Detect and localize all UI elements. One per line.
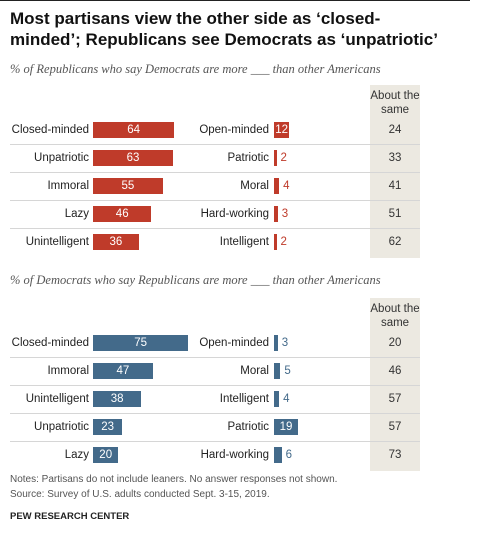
subtitle: % of Democrats who say Republicans are m… (10, 273, 381, 287)
opposite-bar (274, 150, 277, 166)
opposite-bar (274, 447, 282, 463)
same-value: 20 (388, 337, 402, 349)
category-label: Unintelligent (25, 393, 89, 405)
row-separator (10, 228, 420, 229)
subtitle: % of Republicans who say Democrats are m… (10, 62, 381, 76)
opposite-bar (274, 178, 280, 194)
category-label: Unpatriotic (34, 152, 89, 164)
same-value: 62 (388, 236, 402, 248)
value-label: 47 (116, 365, 130, 377)
same-value: 57 (388, 393, 402, 405)
category-label: Lazy (64, 449, 89, 461)
opposite-bar (274, 363, 281, 379)
same-value: 41 (388, 180, 402, 192)
same-value: 24 (388, 124, 402, 136)
value-label: 23 (101, 421, 114, 433)
category-label: Intelligent (219, 236, 269, 248)
top-rule (0, 0, 470, 1)
value-label: 4 (283, 393, 290, 405)
same-header: About the same (370, 90, 420, 116)
category-label: Moral (240, 180, 269, 192)
bar (93, 335, 189, 351)
row-separator (10, 144, 420, 145)
bar (93, 150, 173, 166)
category-label: Unintelligent (25, 236, 89, 248)
bar (93, 447, 119, 463)
title: Most partisans view the other side as ‘c… (10, 9, 438, 49)
value-label: 46 (115, 208, 129, 220)
value-label: 6 (285, 449, 293, 461)
same-value: 57 (388, 421, 402, 433)
opposite-bar (274, 419, 299, 435)
opposite-bar (274, 391, 280, 407)
bar (93, 363, 153, 379)
value-label: 2 (280, 236, 287, 248)
value-label: 5 (284, 365, 291, 377)
category-label: Patriotic (227, 421, 269, 433)
category-label: Immoral (47, 180, 89, 192)
category-label: Intelligent (219, 393, 269, 405)
category-label: Open-minded (199, 124, 269, 136)
same-value: 46 (388, 365, 402, 377)
value-label: 12 (275, 124, 289, 136)
bar (93, 122, 175, 138)
category-label: Hard-working (200, 449, 269, 461)
row-separator (10, 200, 420, 201)
same-column (370, 85, 420, 258)
bar (93, 391, 142, 407)
footer: PEW RESEARCH CENTER (10, 511, 130, 522)
value-label: 4 (283, 180, 290, 192)
opposite-bar (274, 234, 277, 250)
value-label: 64 (127, 124, 141, 136)
opposite-bar (274, 335, 278, 351)
category-label: Open-minded (199, 337, 269, 349)
same-value: 33 (388, 152, 402, 164)
category-label: Immoral (47, 365, 89, 377)
value-label: 2 (280, 152, 287, 164)
category-label: Hard-working (200, 208, 269, 220)
bar (93, 234, 139, 250)
value-label: 63 (126, 152, 140, 164)
row-separator (10, 441, 420, 442)
notes: Notes: Partisans do not include leaners.… (10, 474, 338, 485)
value-label: 36 (109, 236, 123, 248)
bar (93, 178, 163, 194)
bar (93, 419, 123, 435)
value-label: 20 (99, 449, 113, 461)
category-label: Patriotic (227, 152, 269, 164)
category-label: Closed-minded (11, 337, 89, 349)
opposite-bar (274, 122, 290, 138)
row-separator (10, 172, 420, 173)
same-value: 73 (388, 449, 402, 461)
value-label: 19 (279, 421, 293, 433)
category-label: Closed-minded (11, 124, 89, 136)
category-label: Unpatriotic (34, 421, 89, 433)
opposite-bar (274, 206, 278, 222)
row-separator (10, 413, 420, 414)
value-label: 3 (281, 337, 289, 349)
bar (93, 206, 152, 222)
category-label: Moral (240, 365, 269, 377)
source: Source: Survey of U.S. adults conducted … (10, 489, 270, 500)
value-label: 55 (121, 180, 135, 192)
same-value: 51 (388, 208, 402, 220)
value-label: 38 (110, 393, 124, 405)
category-label: Lazy (64, 208, 89, 220)
row-separator (10, 385, 420, 386)
value-label: 3 (281, 208, 289, 220)
row-separator (10, 357, 420, 358)
same-header: About the same (370, 303, 420, 329)
same-column (370, 298, 420, 471)
value-label: 75 (134, 337, 148, 349)
